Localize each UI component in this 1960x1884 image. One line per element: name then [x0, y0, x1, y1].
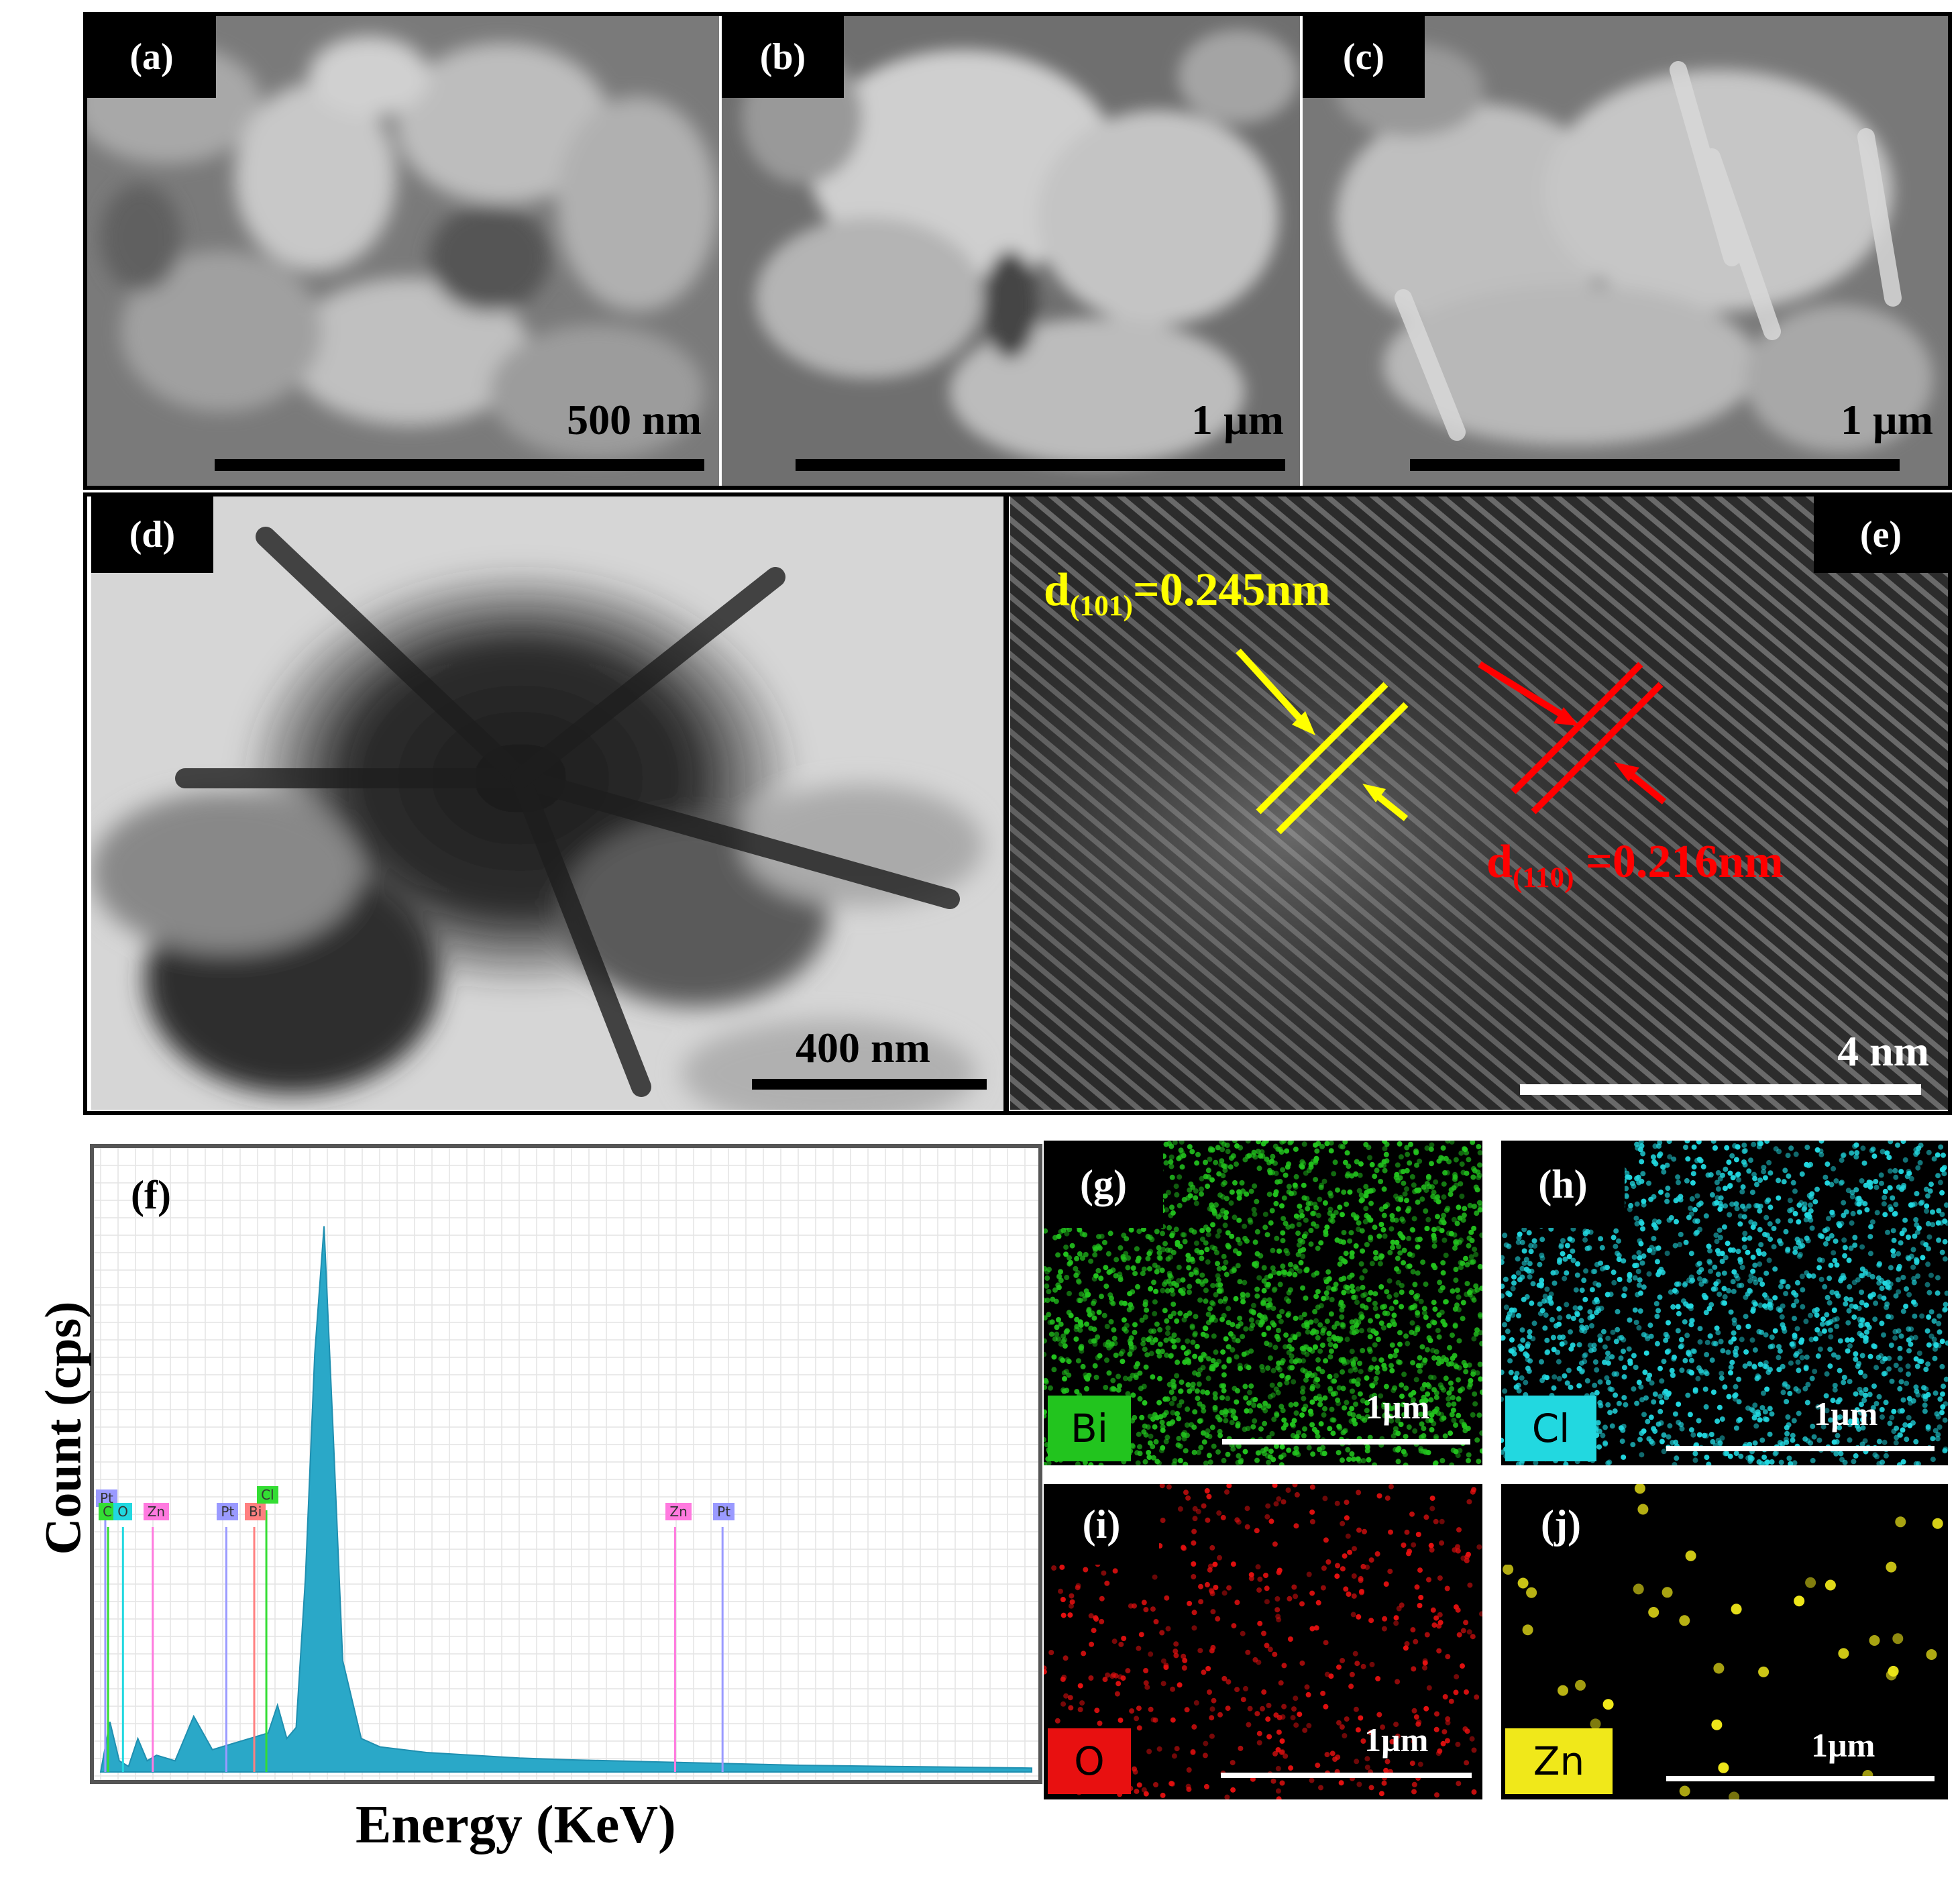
sem-image-c — [1303, 16, 1949, 487]
d101-value: =0.245nm — [1132, 564, 1331, 616]
d101-index: (101) — [1069, 590, 1133, 623]
panel-h: (h) Cl 1µm — [1501, 1141, 1948, 1465]
d110-index: (110) — [1512, 861, 1574, 894]
scale-label: 1µm — [1364, 1721, 1429, 1759]
panel-tag: (a) — [87, 16, 216, 98]
peak-marker-label: Pt — [217, 1503, 239, 1520]
eds-spectrum — [94, 1148, 1038, 1780]
peak-marker-label: Cl — [257, 1486, 278, 1504]
panel-c: (c) 1 µm — [1303, 16, 1949, 487]
panel-a: (a) 500 nm — [87, 16, 719, 487]
panel-tag: (b) — [722, 16, 844, 98]
scale-bar — [1520, 1084, 1921, 1095]
x-axis-label: Energy (KeV) — [356, 1795, 676, 1854]
scale-label: 4 nm — [1837, 1027, 1929, 1075]
scale-bar — [215, 459, 704, 471]
scale-label: 500 nm — [567, 396, 702, 443]
panel-tag: (g) — [1044, 1141, 1163, 1228]
d101-label: d(101)=0.245nm — [1044, 564, 1331, 623]
peak-marker-label: O — [113, 1503, 133, 1520]
element-label: O — [1048, 1728, 1131, 1794]
panel-tag: (e) — [1814, 496, 1948, 573]
scale-label: 1µm — [1814, 1395, 1878, 1432]
row2-divider — [1003, 492, 1009, 1115]
panel-tag: (c) — [1303, 16, 1425, 98]
panel-b: (b) 1 µm — [722, 16, 1300, 487]
panel-f: (f) Pt Cl O Zn Pt Bi Cl Zn Pt — [90, 1144, 1042, 1784]
panel-j: (j) Zn 1µm — [1501, 1484, 1948, 1799]
element-label: Zn — [1505, 1728, 1613, 1794]
scale-bar — [1666, 1446, 1935, 1451]
panel-tag: (j) — [1501, 1484, 1621, 1565]
panel-i: (i) O 1µm — [1044, 1484, 1482, 1799]
d110-value: =0.216nm — [1574, 836, 1784, 888]
peak-marker-label: Zn — [665, 1503, 692, 1520]
element-label: Cl — [1505, 1396, 1596, 1461]
d110-label: d(110) =0.216nm — [1486, 835, 1784, 894]
peak-marker-label: Zn — [143, 1503, 170, 1520]
d110-prefix: d — [1486, 836, 1513, 888]
scale-label: 400 nm — [796, 1024, 930, 1071]
scale-label: 1 µm — [1840, 396, 1933, 443]
peak-marker-label: Pt — [713, 1503, 735, 1520]
panel-g: (g) Bi 1µm — [1044, 1141, 1482, 1465]
scale-bar — [752, 1079, 987, 1090]
scale-label: 1µm — [1366, 1388, 1430, 1426]
spectrum-area — [99, 1226, 1032, 1773]
peak-marker-label: Bi — [245, 1503, 266, 1520]
sem-image-a — [87, 16, 719, 487]
scale-bar — [796, 459, 1285, 471]
panel-tag: (i) — [1044, 1484, 1159, 1565]
y-axis-label: Count (cps) — [35, 1301, 92, 1555]
scale-bar — [1666, 1776, 1935, 1781]
panel-tag: (d) — [91, 496, 213, 573]
grid — [94, 1148, 1038, 1780]
scale-label: 1µm — [1811, 1726, 1875, 1764]
scale-bar — [1222, 1439, 1470, 1445]
scale-bar — [1221, 1773, 1472, 1778]
tem-image-d — [91, 496, 1003, 1110]
scale-bar — [1410, 459, 1900, 471]
element-label: Bi — [1048, 1396, 1131, 1461]
sem-image-b — [722, 16, 1300, 487]
hrtem-image-e — [1010, 496, 1948, 1110]
scale-label: 1 µm — [1191, 396, 1284, 443]
d101-prefix: d — [1044, 564, 1070, 616]
panel-e: (e) d(101)=0.245nm d(110) =0.216nm 4 nm — [1010, 496, 1948, 1110]
panel-tag: (f) — [131, 1172, 171, 1217]
panel-d: (d) 400 nm — [91, 496, 1003, 1110]
panel-tag: (h) — [1501, 1141, 1625, 1228]
